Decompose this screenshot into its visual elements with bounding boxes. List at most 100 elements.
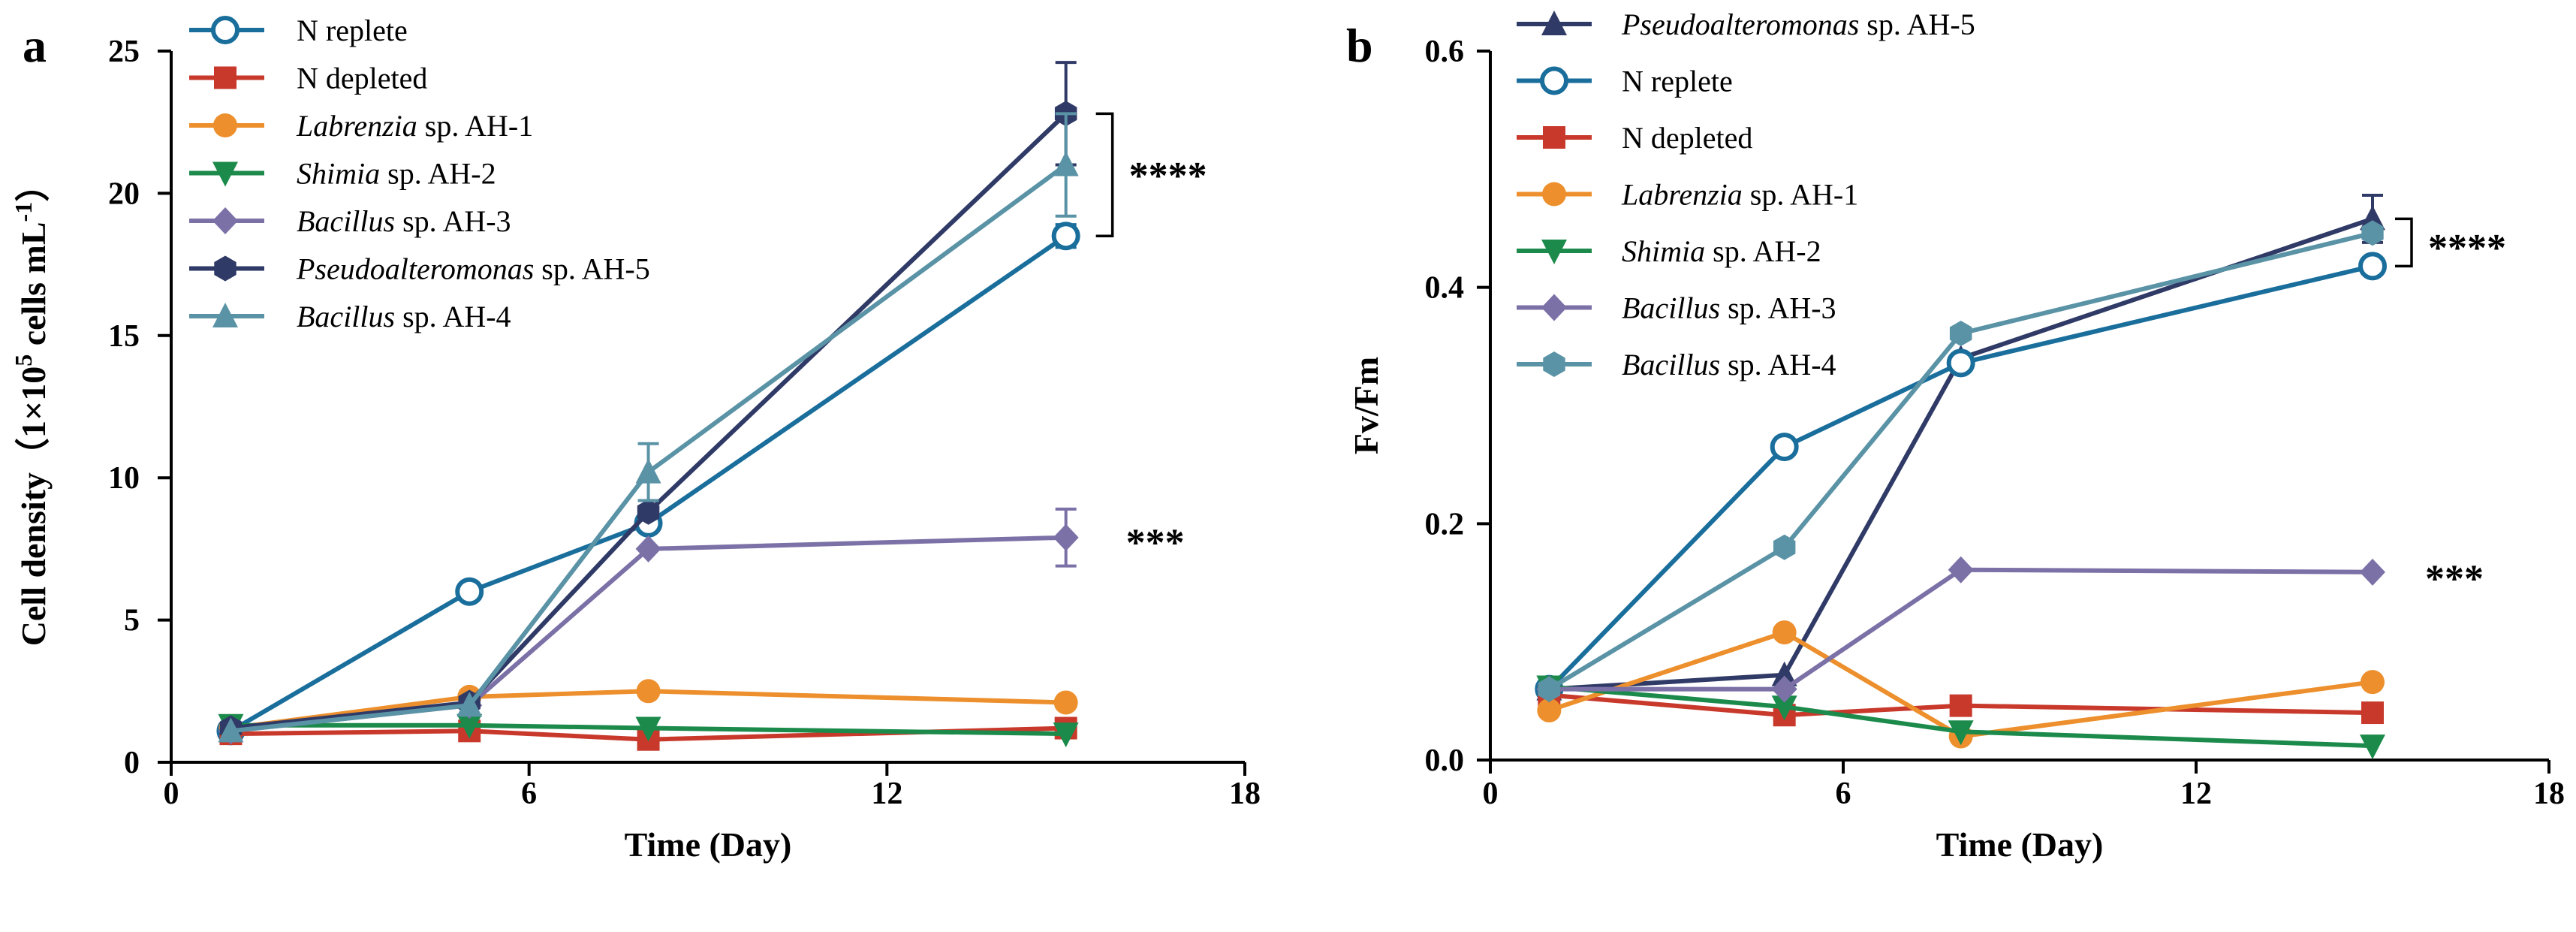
y-tick-label: 15	[108, 319, 140, 354]
legend-item: Bacillus sp. AH-4	[1517, 348, 1836, 382]
significance-label: ***	[1126, 522, 1185, 565]
data-point	[1053, 151, 1079, 176]
legend: N replete N depleted Labrenzia sp. AH-1 Shi…	[189, 14, 650, 333]
x-tick-label: 0	[164, 777, 179, 811]
data-point	[1948, 556, 1974, 584]
legend-marker	[213, 113, 237, 137]
legend-marker	[1540, 66, 1568, 95]
y-axis-title: Fv/Fm	[1347, 357, 1385, 454]
data-point	[1949, 694, 1972, 717]
legend-marker	[211, 16, 240, 44]
legend-label: Bacillus sp. AH-4	[1622, 348, 1836, 382]
series-6	[218, 112, 1079, 743]
chart-panel-a: a 0 5 10 15 20 25 0 6 12 18 Time (Day) Cell density（…	[10, 14, 1261, 864]
legend-item: Bacillus sp. AH-4	[189, 300, 511, 333]
data-point	[1053, 690, 1078, 715]
x-tick-label: 18	[1229, 777, 1261, 811]
chart-panel-b: b 0.0 0.2 0.4 0.6 0 6 12 18 Time (Day) Fv/Fm Pseudo…	[1346, 8, 2565, 864]
data-point	[635, 535, 661, 563]
legend-marker	[1541, 240, 1567, 264]
series-line	[1549, 684, 2373, 749]
legend-marker	[1541, 294, 1567, 321]
x-tick-label: 12	[871, 777, 902, 811]
legend-label: Shimia sp. AH-2	[297, 157, 496, 191]
legend-item: Labrenzia sp. AH-1	[189, 109, 533, 143]
x-tick-label: 0	[1483, 777, 1499, 811]
data-point	[1537, 698, 1562, 722]
y-tick-label: 0	[124, 746, 140, 780]
panel-letter: b	[1346, 19, 1373, 72]
legend-item: Bacillus sp. AH-3	[1517, 291, 1836, 325]
data-point	[218, 717, 244, 743]
legend-item: Pseudoalteromonas sp. AH-5	[1517, 8, 1975, 41]
legend-label: Labrenzia sp. AH-1	[1621, 178, 1858, 212]
y-tick-label: 10	[108, 461, 140, 496]
series-line	[1549, 567, 2373, 692]
legend-item: N depleted	[189, 62, 427, 95]
y-axis-title: Cell density（1×105 cells mL-1）	[10, 167, 53, 646]
data-point	[635, 458, 661, 484]
legend-label: Labrenzia sp. AH-1	[296, 109, 533, 143]
legend-item: N depleted	[1517, 121, 1752, 155]
series-line	[1548, 630, 2373, 739]
x-tick-label: 18	[2533, 777, 2565, 811]
y-tick-label: 0.2	[1425, 507, 1465, 541]
data-point	[1948, 720, 1974, 746]
legend-item: Pseudoalteromonas sp. AH-5	[189, 252, 650, 286]
data-point	[2360, 205, 2385, 231]
legend-label: Bacillus sp. AH-3	[297, 204, 511, 238]
data-point	[1771, 675, 1797, 703]
data-point	[635, 716, 661, 742]
series-line	[1547, 231, 2373, 692]
x-axis-title: Time (Day)	[625, 825, 792, 864]
data-point	[456, 692, 483, 717]
data-point	[1053, 523, 1079, 551]
legend-label: Pseudoalteromonas sp. AH-5	[1621, 8, 1975, 41]
legend-item: N replete	[1517, 65, 1733, 98]
legend-label: N depleted	[1622, 121, 1752, 155]
series-6	[1538, 220, 2384, 702]
legend-item: Bacillus sp. AH-3	[189, 204, 511, 238]
legend-marker	[214, 66, 237, 89]
data-point	[2358, 252, 2387, 281]
data-point	[1772, 620, 1797, 645]
legend-label: Pseudoalteromonas sp. AH-5	[296, 252, 650, 286]
significance-label: ***	[2425, 557, 2484, 600]
data-point	[2361, 670, 2385, 695]
series-line	[229, 234, 1068, 733]
series-0	[1536, 193, 2385, 701]
legend-item: Shimia sp. AH-2	[189, 157, 496, 191]
series-line	[230, 689, 1066, 731]
data-point	[455, 577, 484, 606]
data-point	[637, 499, 660, 525]
series-line	[1547, 264, 2373, 691]
panel-letter: a	[23, 19, 47, 72]
legend-label: Bacillus sp. AH-4	[297, 300, 511, 333]
legend-item: Labrenzia sp. AH-1	[1517, 178, 1858, 212]
x-axis-title: Time (Day)	[1936, 825, 2104, 864]
data-point	[2361, 220, 2384, 246]
series-line	[230, 163, 1068, 734]
series-line	[230, 112, 1068, 731]
x-tick-label: 6	[521, 777, 537, 811]
series-line	[1549, 216, 2373, 692]
y-tick-label: 0.6	[1425, 35, 1465, 69]
legend-item: N replete	[189, 14, 408, 47]
y-tick-label: 20	[108, 176, 140, 211]
series-3	[1537, 620, 2385, 749]
legend-marker	[1542, 182, 1566, 207]
legend-marker	[212, 303, 238, 327]
data-point	[1771, 695, 1797, 721]
legend-marker	[212, 207, 238, 234]
data-point	[636, 679, 661, 704]
y-tick-label: 5	[124, 604, 140, 638]
significance-bracket	[1095, 112, 1114, 237]
significance-label: ****	[2428, 227, 2506, 270]
legend-marker	[1541, 11, 1567, 35]
data-point	[1051, 222, 1080, 251]
series-line	[230, 722, 1066, 737]
legend-label: Shimia sp. AH-2	[1622, 234, 1821, 268]
data-point	[2360, 734, 2385, 760]
data-point	[1949, 321, 1972, 346]
